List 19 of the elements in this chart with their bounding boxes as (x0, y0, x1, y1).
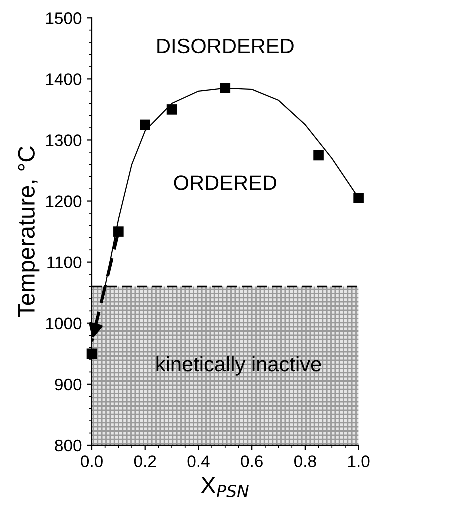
x-tick-label: 0.0 (81, 456, 103, 468)
y-tick-label: 900 (55, 378, 82, 391)
annotation: DISORDERED (158, 38, 294, 54)
y-tick-label: 1000 (46, 318, 82, 330)
y-tick-label: 1400 (46, 74, 82, 86)
x-tick-label: 1.0 (348, 456, 370, 468)
x-axis-title: X$_{PSN}$ (201, 477, 249, 498)
band-label: kinetically inactive (156, 356, 322, 376)
y-tick-label: 800 (55, 440, 82, 452)
y-axis-title: Temperature, °C (18, 146, 40, 318)
y-tick-label: 1200 (46, 196, 82, 208)
y-tick-label: 1100 (48, 256, 82, 269)
y-tick-label: 1500 (46, 12, 82, 24)
x-tick-label: 0.8 (294, 456, 316, 468)
y-tick-label: 1300 (46, 134, 82, 146)
x-tick-label: 0.2 (134, 456, 156, 468)
x-tick-label: 0.6 (241, 456, 263, 468)
annotation: ORDERED (174, 176, 276, 190)
x-tick-label: 0.4 (188, 456, 210, 468)
